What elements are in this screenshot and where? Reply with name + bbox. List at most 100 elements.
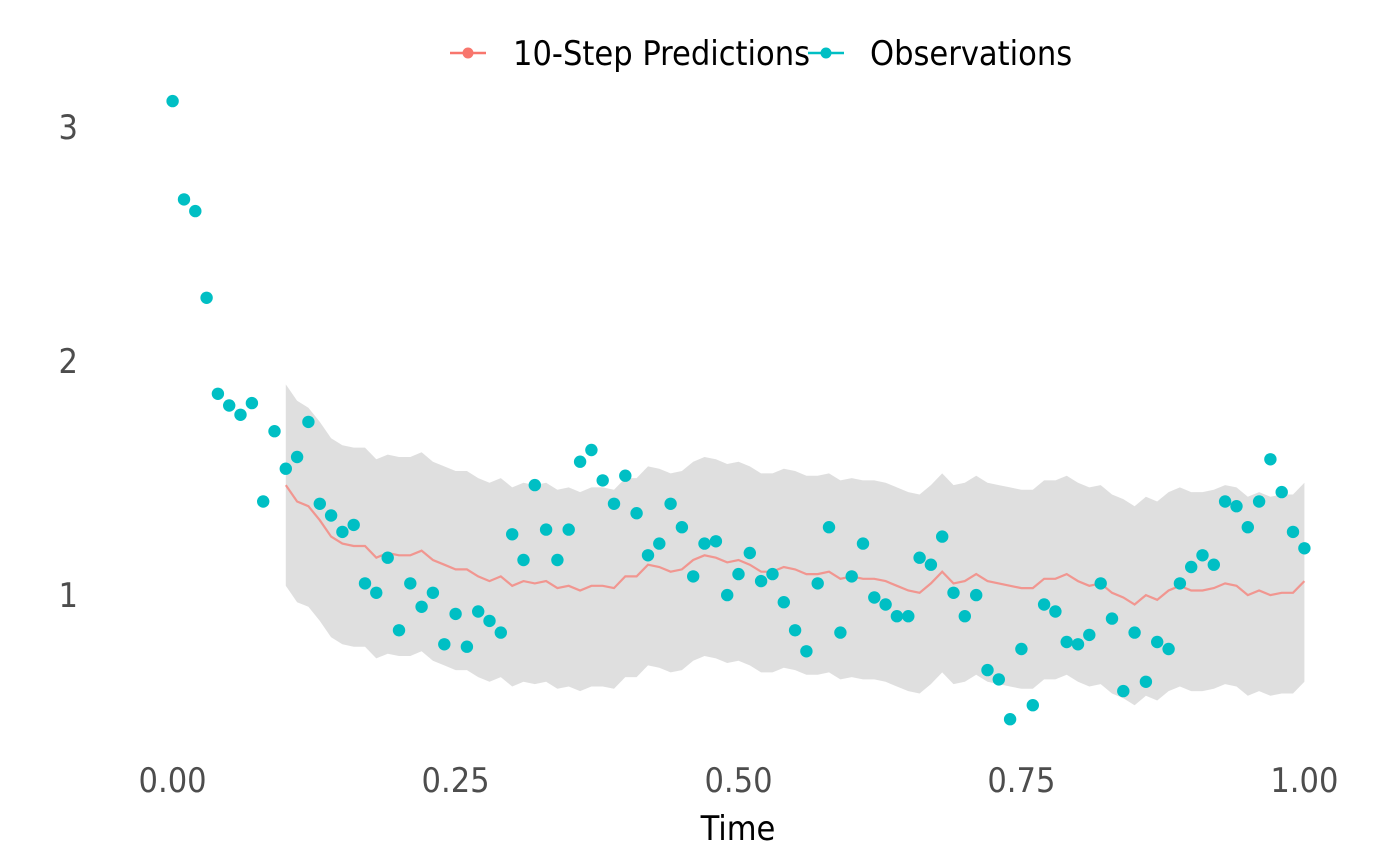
observation-point [347,518,360,532]
predictions-line [284,484,1306,606]
x-axis-title: Time [700,809,776,849]
observation-point [1241,521,1255,534]
observation-point [211,387,225,400]
observation-point [1071,638,1085,651]
legend-key-predictions-dot [462,47,474,59]
observation-point [279,462,292,475]
observation-point [189,204,202,218]
observation-point [1049,605,1062,618]
observation-point [936,530,949,543]
observation-point [200,291,213,304]
observation-point [834,626,847,639]
observation-point [868,591,881,604]
observation-point [1230,500,1243,513]
observation-point [1037,598,1051,611]
y-tick-label: 1 [59,576,78,616]
x-tick-label: 1.00 [1270,761,1338,801]
legend-key-observations-dot [820,47,832,59]
observation-point [551,553,564,567]
observation-point [1015,642,1028,656]
observation-point [958,610,971,623]
observation-point [472,605,485,618]
observation-point [1083,628,1096,642]
observation-point [879,598,892,611]
observation-point [1151,635,1164,649]
prediction-interval-band [285,384,1305,706]
x-axis-tick-labels: 0.00 0.25 0.50 0.75 1.00 [139,761,1339,801]
observation-point [177,193,191,206]
observation-point [1185,560,1198,574]
observation-point [324,509,338,522]
legend-label-observations: Observations [870,34,1072,74]
plot-panel [166,94,1311,726]
observation-point [1026,699,1040,712]
observation-point [268,425,281,438]
observation-point [494,626,507,639]
observation-point [596,474,609,487]
observation-point [732,567,745,581]
observation-point [1094,577,1107,590]
x-tick-label: 0.00 [139,761,207,801]
y-tick-label: 2 [59,342,78,382]
observation-point [1196,549,1209,562]
observation-point [1128,626,1141,639]
observation-point [562,523,575,536]
observation-point [890,610,904,623]
observation-point [709,535,723,548]
legend-item-observations: Observations [808,34,1072,74]
x-tick-label: 0.50 [704,761,772,801]
observation-point [1275,485,1288,499]
y-tick-label: 3 [59,108,78,148]
observation-point [743,546,756,560]
observation-point [585,443,598,457]
observation-point [970,588,983,602]
observation-point [664,497,677,510]
observation-point [641,549,655,562]
observation-point [800,645,813,658]
observation-point [619,469,632,482]
observation-point [754,574,768,588]
observation-point [257,495,270,508]
observation-point [234,408,247,421]
observation-point [947,586,960,599]
observation-point [653,537,666,550]
legend-label-predictions: 10-Step Predictions [513,34,810,74]
observation-point [822,521,836,534]
observation-point [1060,635,1073,649]
x-tick-label: 0.75 [987,761,1055,801]
observation-point [539,523,553,536]
observation-point [404,577,417,590]
observation-point [1286,525,1300,539]
legend-item-predictions: 10-Step Predictions [450,34,810,74]
observation-point [483,614,496,628]
observation-point [290,450,304,464]
observation-point [913,551,926,564]
observation-point [856,537,870,550]
observation-point [460,640,474,653]
observation-point [573,455,587,468]
observation-point [223,399,236,412]
observation-point [166,94,179,108]
observation-point [1298,542,1311,555]
observation-point [902,610,915,623]
observation-point [992,673,1005,686]
observation-point [630,507,643,520]
observation-point [675,521,689,534]
observation-point [1162,642,1175,656]
observation-point [245,396,259,410]
x-tick-label: 0.25 [422,761,490,801]
observation-point [528,478,541,492]
observation-point [811,577,824,590]
observation-point [845,570,858,583]
observation-point [698,537,711,550]
observation-point [438,638,451,651]
observation-point [1218,495,1232,508]
observation-point [924,558,938,571]
observation-point [607,497,621,510]
observation-point [426,586,440,599]
y-axis-tick-labels: 1 2 3 [59,108,78,616]
observation-point [517,553,530,567]
observation-point [381,551,394,564]
observation-point [313,497,326,510]
